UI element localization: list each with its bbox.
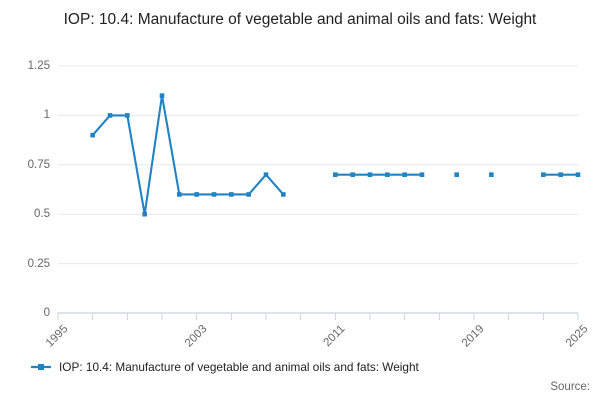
- data-point[interactable]: [107, 113, 113, 118]
- data-point[interactable]: [142, 211, 147, 217]
- data-point[interactable]: [246, 192, 251, 197]
- plot-area: [57, 65, 581, 320]
- data-point[interactable]: [402, 172, 407, 177]
- data-point[interactable]: [350, 172, 355, 177]
- data-point[interactable]: [367, 172, 373, 177]
- chart-svg: [57, 65, 581, 320]
- series-data-points: [90, 93, 581, 217]
- data-point[interactable]: [281, 192, 286, 197]
- data-point[interactable]: [263, 172, 269, 177]
- data-point[interactable]: [454, 172, 459, 177]
- x-axis-tick-label: 2019: [459, 323, 487, 350]
- data-point[interactable]: [419, 172, 425, 177]
- data-point[interactable]: [177, 192, 182, 197]
- y-axis-tick-label: 0.5: [34, 208, 50, 221]
- y-axis-tick-label: 1.25: [27, 60, 50, 72]
- chart-title: IOP: 10.4: Manufacture of vegetable and …: [63, 11, 537, 28]
- series-segment: [91, 95, 285, 215]
- source-note: Source:: [550, 381, 590, 393]
- data-point[interactable]: [558, 172, 563, 177]
- data-point[interactable]: [229, 192, 234, 197]
- data-point[interactable]: [211, 192, 217, 197]
- data-point[interactable]: [385, 172, 390, 177]
- data-point[interactable]: [125, 113, 130, 118]
- legend-item-label: IOP: 10.4: Manufacture of vegetable and …: [59, 360, 419, 374]
- data-point[interactable]: [541, 172, 546, 177]
- y-axis-tick-label: 0: [43, 307, 50, 319]
- data-point[interactable]: [194, 192, 199, 197]
- legend-line-marker-icon: [31, 364, 51, 370]
- chart-legend[interactable]: IOP: 10.4: Manufacture of vegetable and …: [30, 360, 419, 374]
- y-axis-tick-label: 1: [43, 109, 50, 122]
- y-axis-tick-label: 0.75: [27, 158, 50, 171]
- data-point[interactable]: [489, 172, 494, 177]
- y-axis-tick-labels: 0 0.25 0.5 0.75 1 1.25: [0, 0, 50, 400]
- data-point[interactable]: [333, 172, 338, 177]
- data-point[interactable]: [90, 132, 95, 138]
- data-point[interactable]: [575, 172, 581, 177]
- y-axis-tick-label: 0.25: [27, 257, 50, 270]
- x-axis-ticks: [57, 313, 579, 320]
- data-point[interactable]: [159, 93, 165, 98]
